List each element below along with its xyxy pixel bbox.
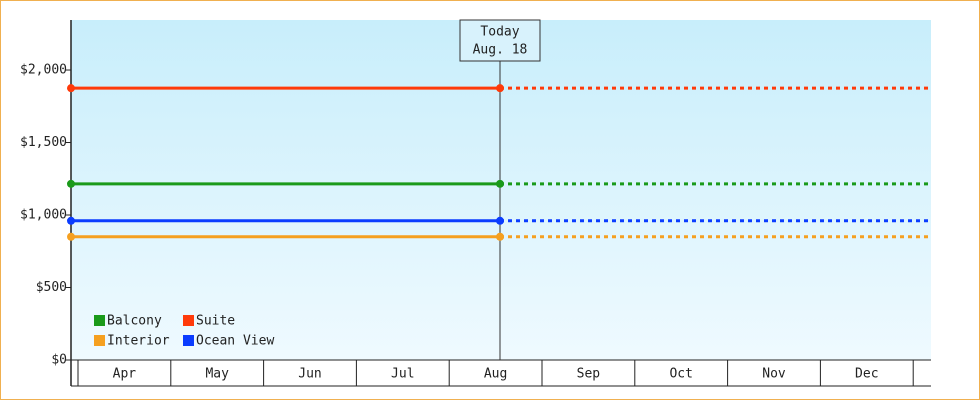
x-tick-label: Jul — [391, 367, 414, 382]
x-tick-label: Oct — [669, 367, 692, 382]
legend-label: Balcony — [107, 314, 162, 329]
x-tick-label: Dec — [855, 367, 878, 382]
point — [496, 232, 504, 241]
point — [496, 179, 504, 188]
annotation: Aug. 18 — [473, 43, 528, 58]
legend-label: Interior — [107, 334, 170, 349]
x-tick-label: Nov — [762, 367, 786, 382]
point — [67, 84, 75, 93]
x-tick-label: Sep — [577, 367, 601, 382]
point — [67, 179, 75, 188]
point — [496, 216, 504, 225]
point — [67, 232, 75, 241]
legend-swatch — [183, 315, 194, 326]
legend-swatch — [94, 335, 105, 346]
legend-label: Ocean View — [196, 334, 274, 349]
x-tick-label: May — [205, 367, 229, 382]
y-tick-label: $1,500 — [20, 135, 67, 150]
x-tick-label: Aug — [484, 367, 507, 382]
legend-swatch — [183, 335, 194, 346]
point — [67, 216, 75, 225]
y-tick-label: $0 — [51, 353, 67, 368]
y-tick-label: $2,000 — [20, 63, 67, 78]
today-box — [459, 19, 541, 62]
x-tick-label: Jun — [298, 367, 321, 382]
annotation: Today — [480, 25, 519, 40]
plot-area — [71, 20, 931, 360]
y-tick-label: $500 — [36, 280, 67, 295]
y-tick-label: $1,000 — [20, 208, 67, 223]
legend-label: Suite — [196, 314, 235, 329]
legend-swatch — [94, 315, 105, 326]
point — [496, 84, 504, 93]
x-tick-label: Apr — [113, 367, 137, 382]
